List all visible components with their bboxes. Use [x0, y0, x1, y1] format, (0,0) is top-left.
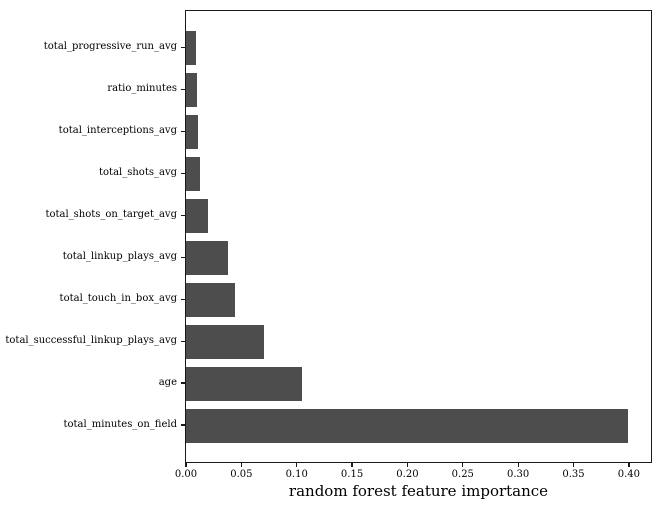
y-tick-mark	[181, 256, 185, 258]
x-tick-mark	[406, 463, 409, 467]
y-tick-mark	[181, 172, 185, 174]
y-tick-label: total_minutes_on_field	[63, 419, 178, 431]
bar-total_progressive_run_avg	[186, 31, 196, 66]
bar-total_shots_avg	[186, 157, 201, 192]
x-tick-label: 0.05	[230, 469, 253, 480]
y-tick-mark	[181, 382, 185, 384]
y-tick-mark	[181, 340, 185, 342]
x-tick-mark	[240, 463, 243, 467]
y-tick-label: total_shots_avg	[99, 167, 177, 179]
x-axis-title: random forest feature importance	[288, 482, 549, 500]
x-tick-label: 0.00	[174, 469, 198, 480]
bar-total_shots_on_target_avg	[186, 199, 209, 234]
y-tick-mark	[181, 214, 185, 216]
y-tick-label: ratio_minutes	[107, 83, 177, 95]
bar-age	[186, 367, 303, 402]
y-tick-label: total_successful_linkup_plays_avg	[5, 335, 177, 347]
y-tick-mark	[181, 46, 185, 49]
bar-total_touch_in_box_avg	[186, 283, 235, 318]
x-tick-mark	[185, 463, 187, 467]
plot-area	[185, 10, 652, 463]
y-tick-label: total_touch_in_box_avg	[59, 293, 177, 305]
x-tick-label: 0.20	[396, 469, 419, 480]
bar-total_linkup_plays_avg	[186, 241, 229, 276]
x-tick-mark	[462, 463, 464, 467]
x-tick-mark	[572, 463, 575, 467]
y-tick-label: total_progressive_run_avg	[43, 41, 177, 53]
bar-total_successful_linkup_plays_avg	[186, 325, 264, 360]
x-tick-label: 0.25	[451, 469, 474, 480]
y-tick-mark	[181, 88, 185, 91]
y-tick-label: total_interceptions_avg	[58, 125, 177, 137]
y-tick-label: total_linkup_plays_avg	[62, 251, 177, 263]
y-tick-mark	[181, 298, 185, 300]
x-tick-label: 0.30	[507, 469, 530, 480]
x-tick-mark	[351, 463, 353, 467]
x-tick-label: 0.15	[340, 469, 364, 480]
bar-total_interceptions_avg	[186, 115, 199, 150]
x-tick-mark	[296, 463, 298, 467]
y-tick-mark	[181, 130, 185, 133]
y-tick-mark	[181, 424, 185, 426]
bar-total_minutes_on_field	[186, 409, 628, 444]
x-tick-mark	[517, 463, 519, 467]
y-tick-label: total_shots_on_target_avg	[45, 209, 177, 221]
x-tick-label: 0.35	[562, 469, 585, 480]
x-tick-label: 0.10	[285, 469, 308, 480]
bar-ratio_minutes	[186, 73, 198, 108]
x-tick-label: 0.40	[617, 469, 640, 480]
y-tick-label: age	[158, 377, 177, 389]
x-tick-mark	[628, 463, 630, 467]
